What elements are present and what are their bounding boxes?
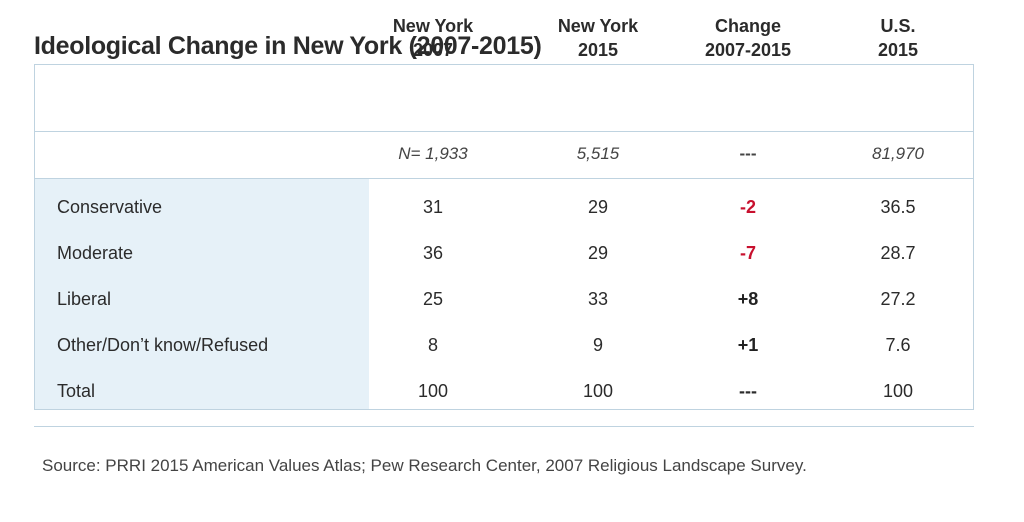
col-header-us2015-line1: U.S. bbox=[880, 16, 916, 36]
col-header-ny2015-line2: 2015 bbox=[577, 40, 619, 60]
cell-ny2015: 100 bbox=[582, 381, 614, 401]
source-note: Source: PRRI 2015 American Values Atlas;… bbox=[42, 456, 807, 475]
table-row: Other/Don’t know/Refused 8 9 +1 7.6 bbox=[35, 322, 973, 368]
cell-change: -2 bbox=[739, 197, 756, 217]
cell-change: +8 bbox=[737, 289, 759, 309]
col-header-change-line1: Change bbox=[714, 16, 781, 36]
col-header-change: Change 2007-2015 bbox=[673, 14, 823, 62]
table-row: Moderate 36 29 -7 28.7 bbox=[35, 230, 973, 276]
row-label: Conservative bbox=[57, 197, 163, 217]
cell-change: --- bbox=[739, 381, 757, 401]
sample-size-change: --- bbox=[739, 144, 757, 163]
col-header-change-line2: 2007-2015 bbox=[704, 40, 792, 60]
cell-us2015: 27.2 bbox=[880, 289, 916, 309]
col-header-ny2007-line2: 2007 bbox=[412, 40, 454, 60]
cell-us2015: 28.7 bbox=[880, 243, 916, 263]
cell-ny2015: 29 bbox=[587, 243, 609, 263]
row-label: Liberal bbox=[57, 289, 112, 309]
col-header-ny2015: New York 2015 bbox=[523, 14, 673, 62]
row-label-column-bg bbox=[35, 179, 369, 409]
table-row: Total 100 100 --- 100 bbox=[35, 368, 973, 414]
col-header-us2015: U.S. 2015 bbox=[823, 14, 973, 62]
cell-ny2015: 29 bbox=[587, 197, 609, 217]
cell-ny2007: 36 bbox=[422, 243, 444, 263]
sample-size-ny2015: 5,515 bbox=[576, 144, 620, 163]
sample-size-ny2007: N= 1,933 bbox=[398, 144, 468, 163]
col-header-us2015-line2: 2015 bbox=[877, 40, 919, 60]
cell-ny2007: 31 bbox=[422, 197, 444, 217]
cell-us2015: 7.6 bbox=[885, 335, 911, 355]
cell-ny2007: 8 bbox=[427, 335, 438, 355]
chart-title: Ideological Change in New York (2007-201… bbox=[34, 32, 542, 60]
cell-ny2015: 33 bbox=[587, 289, 609, 309]
table-header bbox=[34, 64, 974, 132]
row-label: Other/Don’t know/Refused bbox=[57, 335, 269, 355]
cell-ny2007: 100 bbox=[417, 381, 449, 401]
cell-ny2007: 25 bbox=[422, 289, 444, 309]
footer-divider bbox=[34, 426, 974, 427]
cell-us2015: 100 bbox=[882, 381, 914, 401]
table-body bbox=[34, 178, 974, 410]
table-row: Liberal 25 33 +8 27.2 bbox=[35, 276, 973, 322]
cell-us2015: 36.5 bbox=[880, 197, 916, 217]
row-label: Total bbox=[57, 381, 96, 401]
table-row: Conservative 31 29 -2 36.5 bbox=[35, 184, 973, 230]
cell-change: -7 bbox=[739, 243, 756, 263]
row-label: Moderate bbox=[57, 243, 134, 263]
cell-change: +1 bbox=[737, 335, 759, 355]
sample-size-us2015: 81,970 bbox=[872, 144, 924, 163]
col-header-ny2015-line1: New York bbox=[557, 16, 639, 36]
col-header-ny2007: New York 2007 bbox=[358, 14, 508, 62]
col-header-ny2007-line1: New York bbox=[392, 16, 474, 36]
cell-ny2015: 9 bbox=[592, 335, 603, 355]
